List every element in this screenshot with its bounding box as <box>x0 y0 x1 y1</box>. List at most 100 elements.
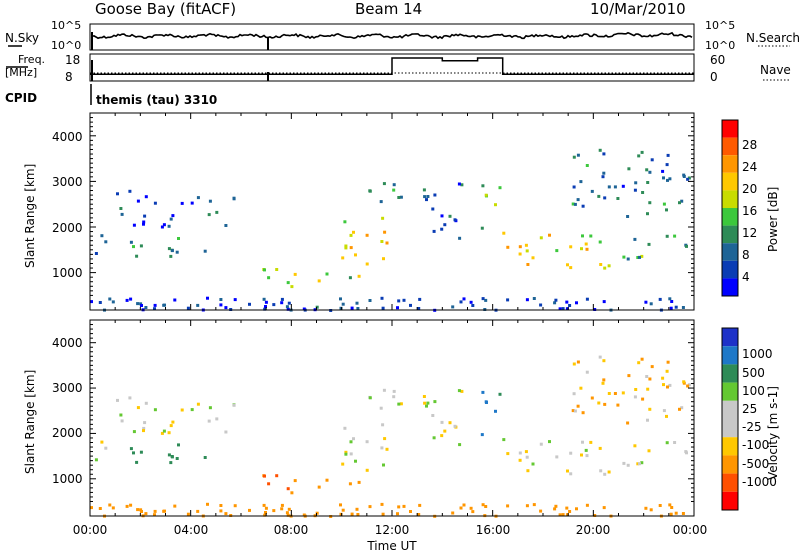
power-cell <box>272 303 276 307</box>
power-cell <box>640 254 644 258</box>
velocity-colorbar-segment <box>722 473 738 492</box>
velocity-cell <box>267 482 271 486</box>
velocity-cell <box>598 355 602 359</box>
power-cell <box>627 167 631 171</box>
power-cell <box>502 231 506 235</box>
power-cell <box>167 224 171 228</box>
velocity-cell <box>206 502 209 506</box>
velocity-cell <box>129 503 133 507</box>
velocity-cell <box>379 406 383 410</box>
velocity-cell <box>599 469 603 473</box>
velocity-cell <box>341 508 345 512</box>
velocity-cell <box>128 396 132 400</box>
nave-tick-bottom: 0 <box>710 70 718 84</box>
power-cell <box>462 297 466 301</box>
power-cell <box>418 297 422 301</box>
velocity-cell <box>647 449 651 453</box>
power-cell <box>315 305 319 309</box>
velocity-cell <box>290 491 294 495</box>
velocity-cell <box>669 512 673 516</box>
power-cell <box>396 306 399 310</box>
velocity-cell <box>665 369 669 373</box>
power-cell <box>267 276 271 280</box>
power-cell <box>381 216 385 220</box>
velocity-cell <box>139 450 143 454</box>
nave-tick-top: 60 <box>710 53 725 67</box>
power-cell <box>108 297 112 301</box>
velocity-cell <box>572 392 576 396</box>
power-cell <box>585 247 589 251</box>
power-cell <box>136 302 140 306</box>
power-cell <box>526 263 530 266</box>
velocity-cell <box>350 512 354 516</box>
power-cell <box>196 196 200 200</box>
velocity-cell <box>603 472 607 476</box>
velocity-cell <box>440 420 444 424</box>
power-cell <box>448 214 452 218</box>
xaxis-label: Time UT <box>366 539 417 553</box>
vel-cbar-tick-100: 100 <box>742 384 765 398</box>
velocity-cell <box>646 418 649 422</box>
power-cell <box>633 237 637 241</box>
station-title: Goose Bay (fitACF) <box>95 0 236 18</box>
power-cell <box>275 268 279 271</box>
vel-cbar-tick-m500: -500 <box>742 457 769 471</box>
velocity-cell <box>670 506 674 509</box>
power-scatter <box>90 148 691 312</box>
power-cell <box>104 240 108 244</box>
velocity-cell <box>633 395 637 399</box>
power-cell <box>357 274 361 278</box>
power-cell <box>397 196 401 199</box>
power-cell <box>634 181 638 185</box>
power-cell <box>640 150 644 154</box>
power-cell <box>208 199 212 203</box>
velocity-cell <box>365 468 369 472</box>
velocity-cell <box>385 447 389 451</box>
power-cell <box>665 234 669 238</box>
power-cell <box>569 266 573 270</box>
power-cbar-tick-20: 20 <box>742 182 757 196</box>
velocity-cell <box>177 443 180 447</box>
power-colorbar-segment <box>722 120 738 138</box>
power-cell <box>171 214 175 218</box>
velocity-cell <box>458 443 462 447</box>
velocity-cell <box>686 384 690 388</box>
velocity-cell <box>383 437 387 441</box>
power-cell <box>641 191 645 194</box>
velocity-cell <box>344 452 348 456</box>
velocity-cell <box>356 513 360 516</box>
freq-label-2: [MHz] <box>5 66 37 79</box>
velocity-cell <box>135 460 139 464</box>
velocity-cell <box>224 430 228 434</box>
velocity-cell <box>658 504 662 507</box>
velocity-cell <box>160 431 164 435</box>
velocity-cell <box>561 513 565 517</box>
power-cell <box>498 186 502 190</box>
power-cell <box>646 181 650 184</box>
velocity-cell <box>579 386 583 390</box>
power-cell <box>649 302 653 306</box>
velocity-cell <box>569 472 573 476</box>
xtick-1600: 16:00 <box>476 523 511 537</box>
velocity-cell <box>662 409 666 413</box>
velocity-cell <box>272 509 276 513</box>
power-cell <box>668 177 672 181</box>
power-cell <box>678 201 681 205</box>
power-cell <box>648 170 652 174</box>
power-cell <box>169 254 173 258</box>
velocity-ytick-4000: 4000 <box>52 336 83 350</box>
velocity-cell <box>422 395 426 398</box>
power-cell <box>680 199 684 203</box>
power-cell <box>286 281 290 285</box>
power-cbar-tick-24: 24 <box>742 160 757 174</box>
velocity-cell <box>566 469 569 473</box>
power-cell <box>280 297 284 301</box>
power-cell <box>576 198 580 202</box>
velocity-cell <box>668 503 672 507</box>
power-cell <box>571 202 575 206</box>
power-cell <box>524 243 528 247</box>
velocity-cell <box>368 396 372 400</box>
velocity-cell <box>233 504 237 508</box>
velocity-cell <box>355 507 359 511</box>
power-cell <box>224 306 228 310</box>
